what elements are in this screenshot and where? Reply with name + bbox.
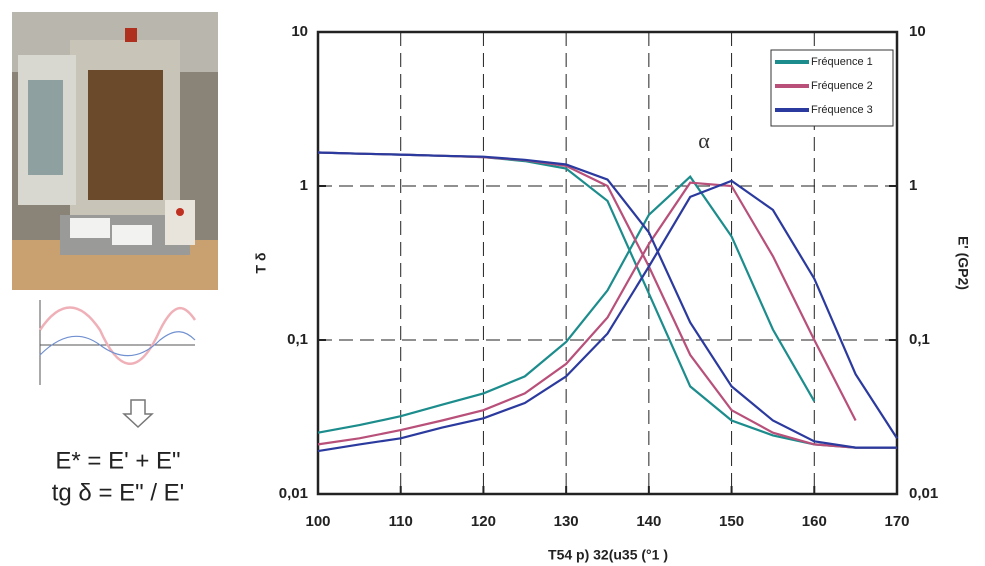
x-tick-label: 150: [719, 513, 744, 530]
y-tick-label: 0,1: [287, 331, 308, 348]
legend-label: Fréquence 2: [811, 80, 873, 92]
modulus-line: [317, 151, 897, 449]
modulus-line: [317, 151, 897, 449]
x-tick-label: 130: [554, 513, 579, 530]
x-tick-label: 160: [802, 513, 827, 530]
y2-tick-label: 1: [909, 177, 917, 194]
legend-label: Fréquence 1: [811, 56, 873, 68]
y-tick-label: 1: [300, 177, 308, 194]
legend-label: Fréquence 3: [811, 104, 873, 116]
y-tick-label: 0,01: [279, 485, 308, 502]
y2-tick-label: 0,01: [909, 485, 938, 502]
annotation: α: [698, 128, 710, 153]
formula: tg δ = E" / E': [52, 479, 185, 506]
x-tick-label: 100: [305, 513, 330, 530]
arrow: [122, 399, 154, 429]
formula: E* = E' + E": [55, 447, 180, 474]
y-axis-label: T δ: [253, 253, 269, 274]
x-axis-label: T54 p) 32(u35 (°1 ): [548, 547, 668, 563]
y2-tick-label: 10: [909, 23, 926, 40]
tan-delta-line: [317, 181, 857, 446]
x-tick-label: 170: [884, 513, 909, 530]
y-tick-label: 10: [291, 23, 308, 40]
y2-axis-label: E' (GP2): [955, 236, 971, 290]
photo: [12, 12, 218, 290]
plot-frame: [316, 30, 899, 496]
wave-sketch: [38, 300, 197, 385]
x-tick-label: 110: [389, 513, 413, 530]
x-tick-label: 120: [471, 513, 496, 530]
modulus-line: [317, 151, 897, 449]
tan-delta-line: [317, 175, 816, 434]
tan-delta-line: [317, 179, 898, 453]
y2-tick-label: 0,1: [909, 331, 930, 348]
x-tick-label: 140: [636, 513, 661, 530]
